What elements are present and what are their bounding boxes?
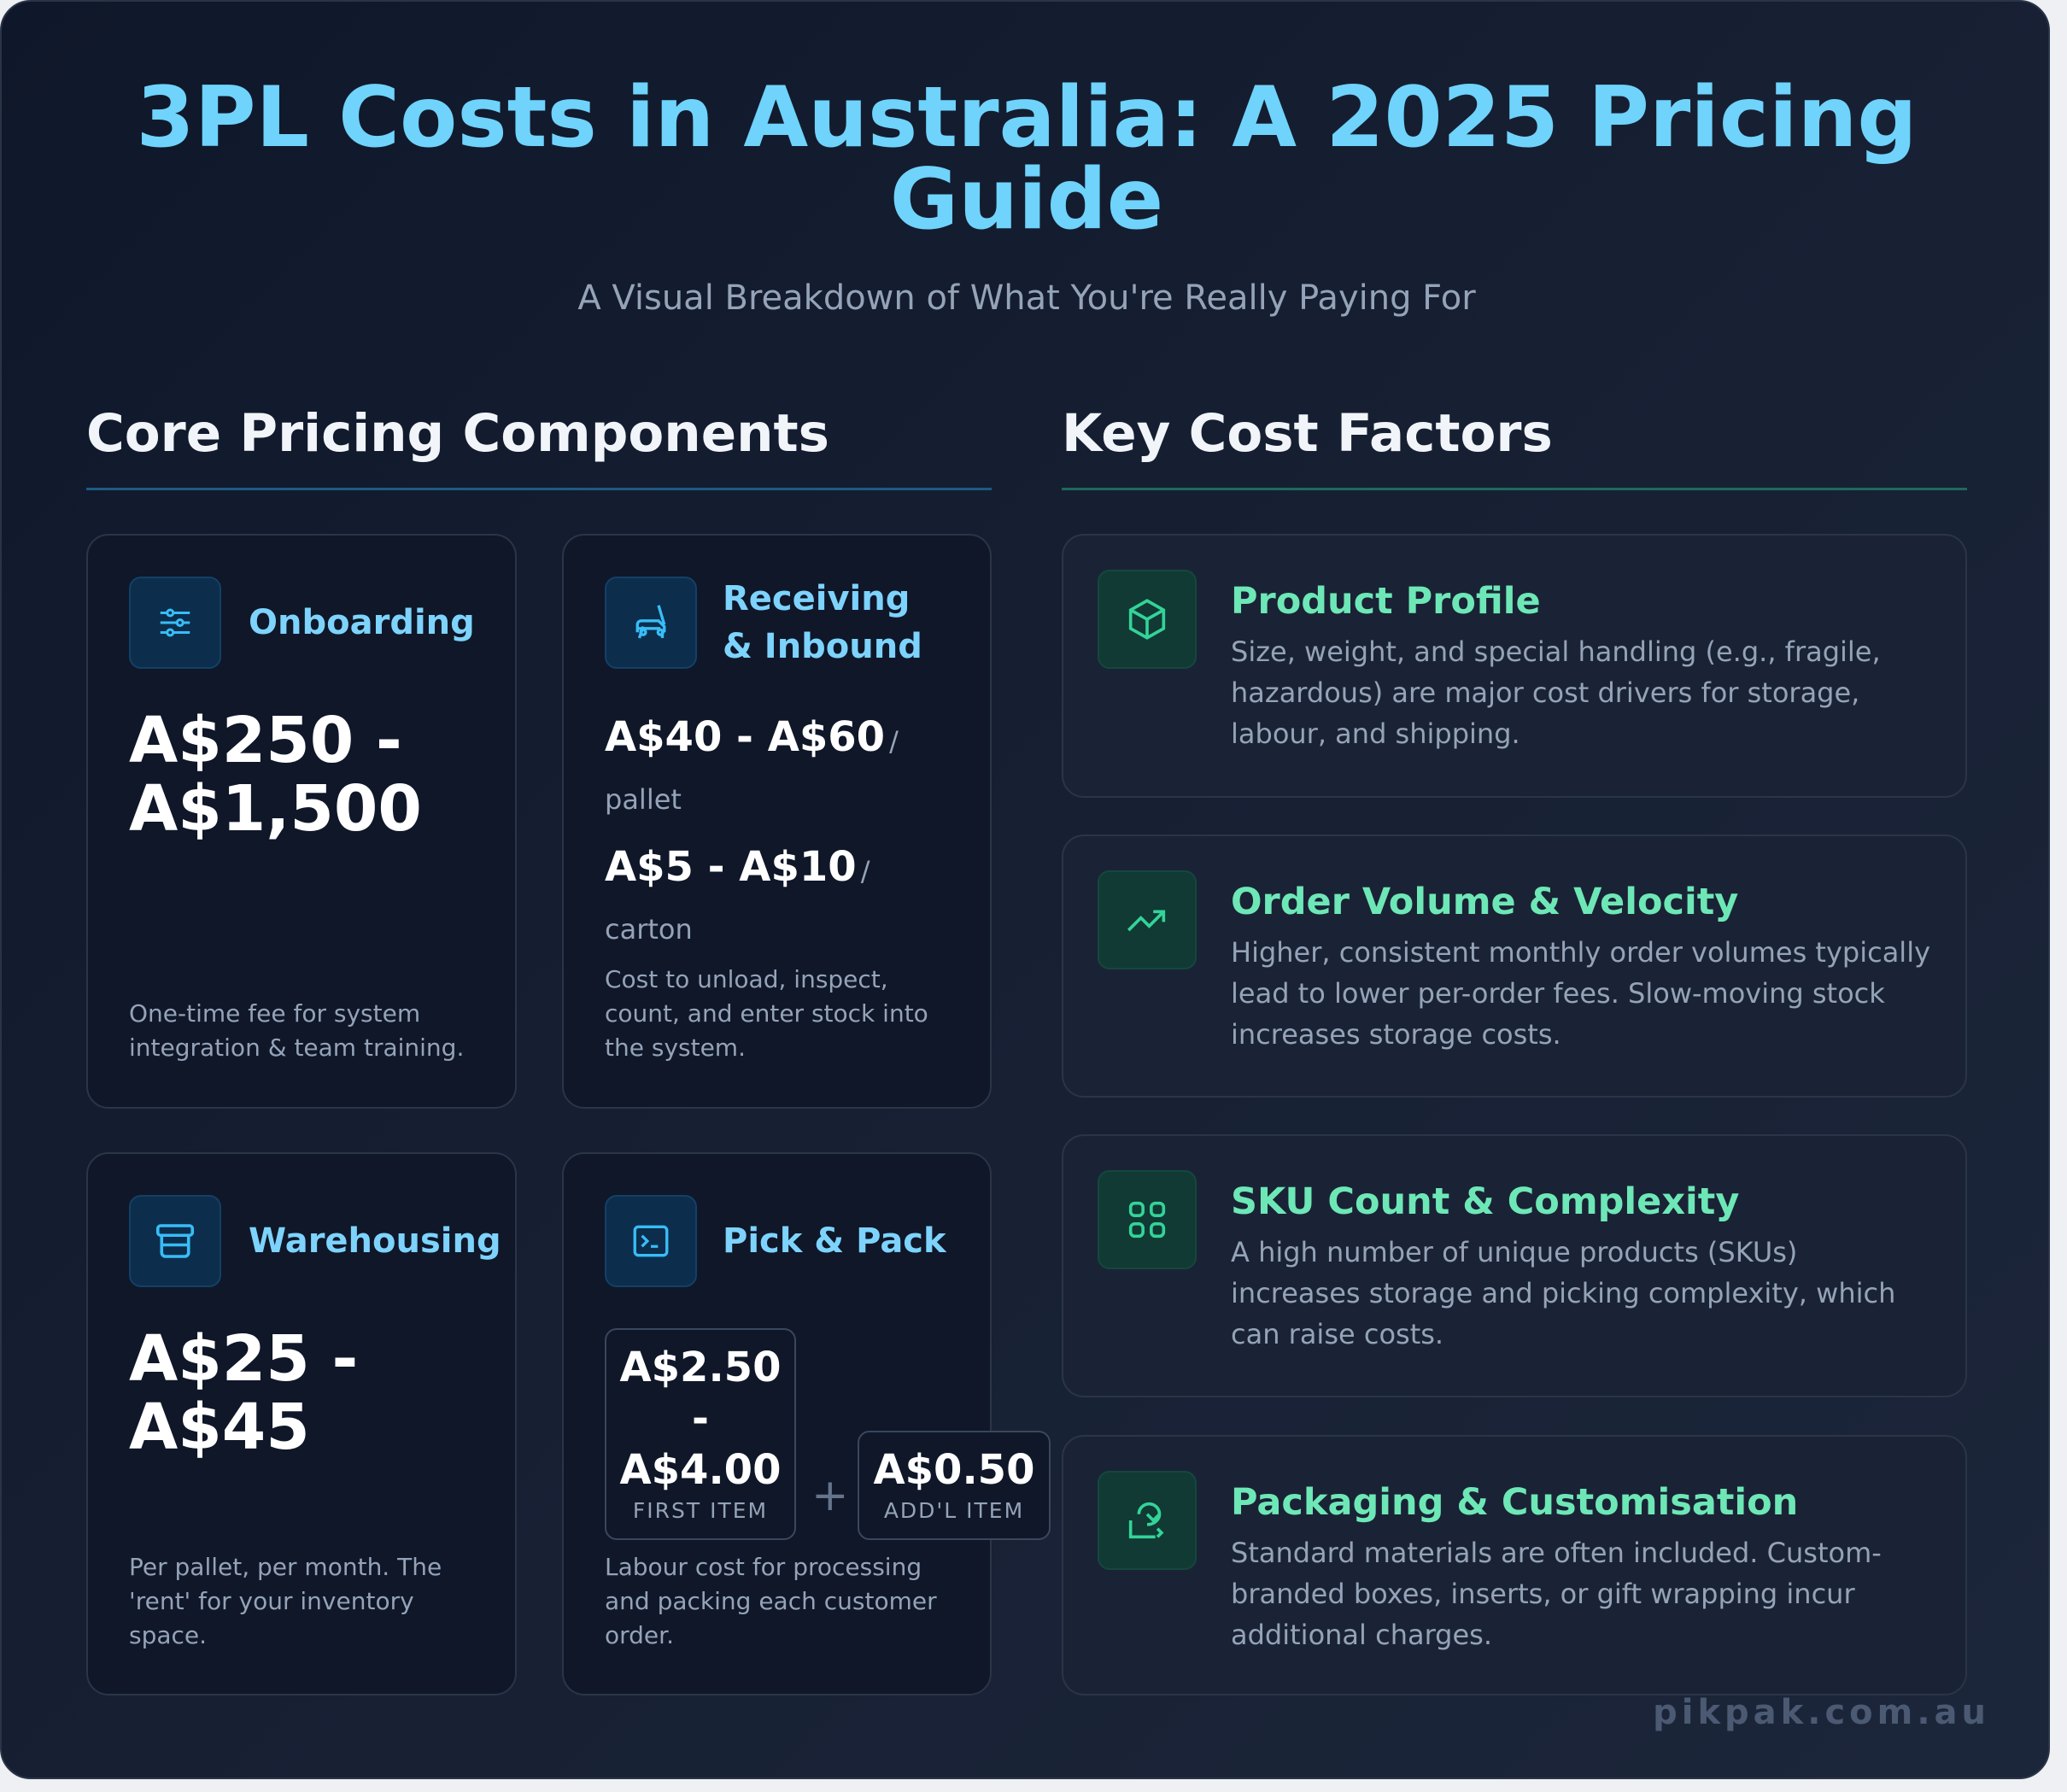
first-item-price: A$2.50- A$4.00 FIRST ITEM — [605, 1328, 796, 1540]
gift-box-icon — [1098, 1471, 1197, 1570]
box-icon — [1098, 570, 1197, 669]
brand-watermark: pikpak.com.au — [1653, 1693, 1990, 1732]
factor-title: Product Profile — [1231, 580, 1541, 623]
factor-title: Packaging & Customisation — [1231, 1481, 1799, 1524]
factor-card-order-volume: Order Volume & Velocity Higher, consiste… — [1062, 835, 1967, 1098]
warehousing-title: Warehousing — [249, 1221, 501, 1261]
archive-icon — [129, 1195, 221, 1287]
trending-up-icon — [1098, 870, 1197, 969]
factor-desc: A high number of unique products (SKUs) … — [1231, 1236, 1896, 1350]
core-heading: Core Pricing Components — [86, 403, 829, 464]
pickpack-title: Pick & Pack — [723, 1221, 946, 1261]
onboarding-card: Onboarding A$250 - A$1,500 One-time fee f… — [86, 534, 517, 1109]
warehousing-card: Warehousing A$25 - A$45 Per pallet, per m… — [86, 1152, 517, 1695]
pickpack-card: Pick & Pack A$2.50- A$4.00 FIRST ITEM + A$… — [562, 1152, 1051, 1695]
plus-sign: + — [811, 1470, 849, 1521]
factor-card-product-profile: Product Profile Size, weight, and specia… — [1062, 534, 1967, 798]
subtitle: A Visual Breakdown of What You're Really… — [577, 278, 1476, 318]
pallet-unit: pallet — [605, 783, 682, 816]
receiving-title: Receiving & Inbound — [723, 579, 922, 666]
receiving-desc: Cost to unload, inspect, count, and ente… — [605, 965, 928, 1062]
factor-card-sku-count: SKU Count & Complexity A high number of … — [1062, 1134, 1967, 1397]
core-divider — [86, 488, 992, 490]
factors-divider — [1062, 488, 1967, 490]
page-title: 3PL Costs in Australia: A 2025 Pricing Gu… — [136, 69, 1918, 249]
factor-desc: Size, weight, and special handling (e.g.… — [1231, 635, 1881, 750]
carton-unit: carton — [605, 913, 693, 946]
warehousing-price: A$25 - A$45 — [129, 1322, 359, 1464]
factor-title: Order Volume & Velocity — [1231, 881, 1739, 923]
factor-desc: Higher, consistent monthly order volumes… — [1231, 936, 1931, 1051]
grid-icon — [1098, 1170, 1197, 1269]
forklift-icon — [605, 577, 697, 669]
sliders-icon — [129, 577, 221, 669]
onboarding-desc: One-time fee for system integration & te… — [129, 999, 465, 1062]
onboarding-title: Onboarding — [249, 603, 475, 642]
factor-card-packaging: Packaging & Customisation Standard mater… — [1062, 1435, 1967, 1695]
factor-title: SKU Count & Complexity — [1231, 1180, 1740, 1223]
onboarding-price: A$250 - A$1,500 — [129, 704, 422, 846]
pickpack-desc: Labour cost for processing and packing e… — [605, 1553, 937, 1649]
receiving-card: Receiving & Inbound A$40 - A$60 / pallet … — [562, 534, 992, 1109]
carton-price: A$5 - A$10 / — [605, 843, 870, 891]
pallet-price: A$40 - A$60 / — [605, 713, 899, 761]
additional-item-price: A$0.50 ADD'L ITEM — [858, 1431, 1051, 1540]
factors-heading: Key Cost Factors — [1062, 403, 1553, 464]
warehousing-desc: Per pallet, per month. The 'rent' for yo… — [129, 1553, 442, 1649]
terminal-icon — [605, 1195, 697, 1287]
factor-desc: Standard materials are often included. C… — [1231, 1537, 1882, 1651]
